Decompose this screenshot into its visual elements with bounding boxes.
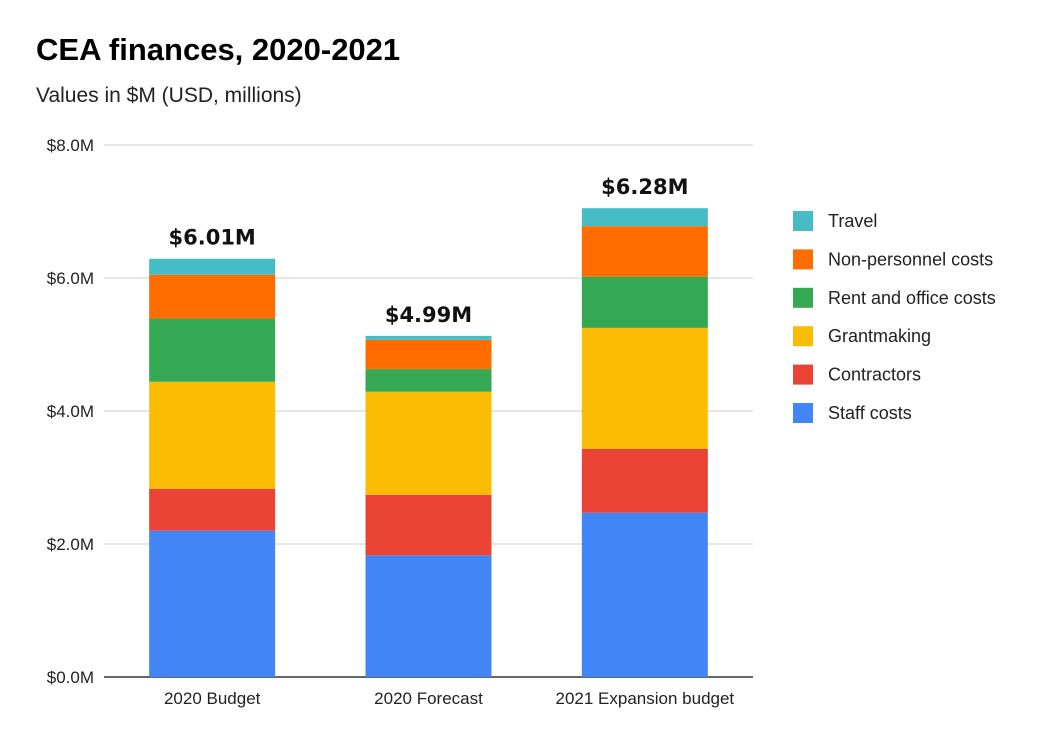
legend-label: Rent and office costs — [828, 288, 996, 308]
bar-segment — [581, 208, 708, 227]
bar-segment — [365, 335, 492, 340]
chart-title: CEA finances, 2020-2021 — [36, 32, 401, 67]
y-tick-label: $2.0M — [47, 535, 94, 554]
bar-segment — [365, 339, 492, 370]
y-tick-label: $8.0M — [47, 136, 94, 155]
bar-segment — [365, 369, 492, 392]
bar-segment — [149, 258, 276, 275]
x-tick-label: 2020 Budget — [164, 689, 261, 708]
x-tick-label: 2020 Forecast — [374, 689, 483, 708]
x-tick-label: 2021 Expansion budget — [556, 689, 735, 708]
legend-label: Travel — [828, 211, 877, 231]
total-label: $4.99M — [385, 303, 472, 327]
legend-label: Non-personnel costs — [828, 249, 993, 269]
legend-swatch — [793, 211, 813, 231]
y-tick-label: $0.0M — [47, 668, 94, 687]
bar-segment — [149, 274, 276, 319]
legend-label: Grantmaking — [828, 326, 931, 346]
bar-segment — [581, 327, 708, 449]
legend-swatch — [793, 364, 813, 385]
bar-segment — [581, 448, 708, 513]
total-label: $6.28M — [601, 175, 688, 199]
bar-segment — [149, 381, 276, 489]
legend-swatch — [793, 326, 813, 347]
bar-segment — [581, 226, 708, 277]
legend-label: Staff costs — [828, 403, 912, 423]
chart-subtitle: Values in $M (USD, millions) — [36, 84, 302, 107]
total-label: $6.01M — [169, 226, 256, 250]
bar-segment — [365, 391, 492, 495]
bar-segment — [581, 512, 708, 677]
legend-swatch — [793, 403, 813, 423]
bar-segment — [365, 494, 492, 556]
y-tick-label: $6.0M — [47, 269, 94, 288]
bar-segment — [149, 318, 276, 382]
bar-segment — [149, 488, 276, 531]
legend-swatch — [793, 249, 813, 270]
legend-label: Contractors — [828, 365, 921, 385]
bar-segment — [581, 276, 708, 328]
y-tick-label: $4.0M — [47, 402, 94, 421]
bar-segment — [149, 530, 276, 677]
legend-swatch — [793, 287, 813, 308]
bar-segment — [365, 555, 492, 677]
